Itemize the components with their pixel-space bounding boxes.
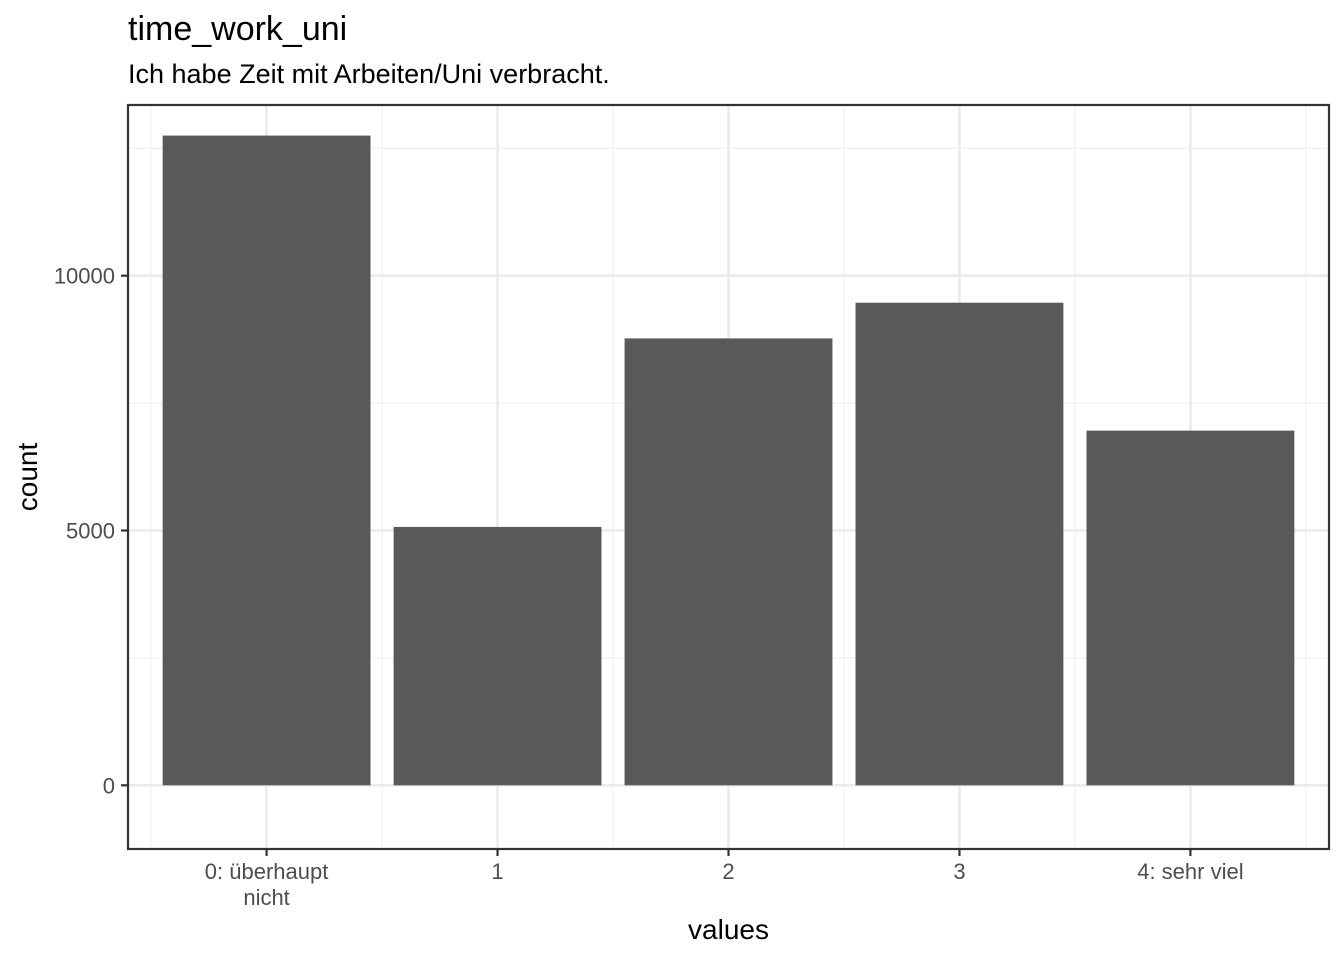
chart-title: time_work_uni bbox=[128, 10, 347, 48]
bar bbox=[393, 526, 602, 786]
x-tick-label: 3 bbox=[953, 859, 965, 884]
bar bbox=[1086, 430, 1295, 786]
y-axis-title: count bbox=[12, 443, 43, 512]
x-tick-label: 4: sehr viel bbox=[1137, 859, 1243, 884]
y-axis: 0 5000 10000 bbox=[54, 264, 128, 798]
x-axis-title: values bbox=[688, 914, 769, 945]
y-tick-label: 0 bbox=[103, 773, 115, 798]
x-axis: 0: überhaupt nicht 1 2 3 4: sehr viel bbox=[205, 849, 1244, 910]
y-tick-label: 5000 bbox=[66, 519, 115, 544]
chart-subtitle: Ich habe Zeit mit Arbeiten/Uni verbracht… bbox=[128, 59, 610, 89]
x-tick-label: 2 bbox=[722, 859, 734, 884]
x-tick-label: 1 bbox=[491, 859, 503, 884]
bars bbox=[162, 135, 1295, 786]
bar bbox=[162, 135, 371, 786]
bar bbox=[624, 338, 833, 786]
y-tick-label: 10000 bbox=[54, 264, 115, 289]
x-tick-label: 0: überhaupt nicht bbox=[205, 859, 329, 910]
bar bbox=[855, 302, 1064, 786]
